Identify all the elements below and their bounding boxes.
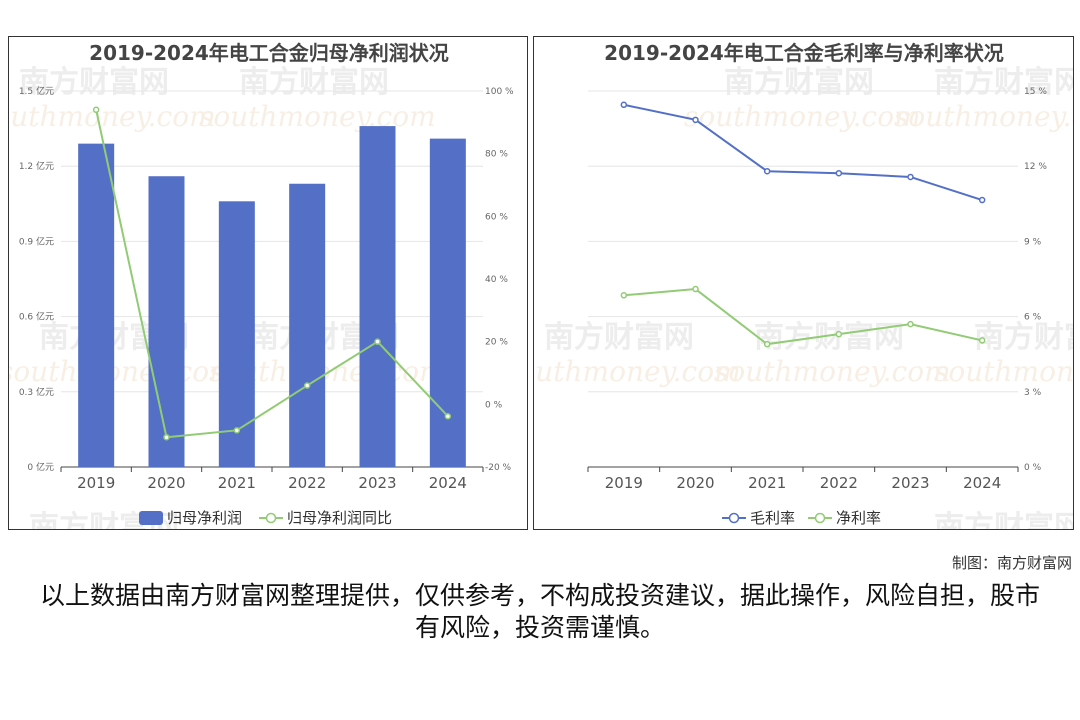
x-tick-label: 2024 [963,474,1001,492]
y-right-tick-label: 15 % [1024,87,1047,97]
chart-credit: 制图：南方财富网 [951,554,1072,572]
line-net-margin-point [763,340,771,348]
watermark-text: 南方财富网 [544,320,694,355]
watermark-text: southmoney.com [199,100,436,133]
y-right-tick-label: 3 % [1024,388,1042,398]
chart-title: 2019-2024年电工合金归母净利润状况 [89,41,449,65]
bar-net-profit [78,143,115,467]
line-net-margin-point [835,330,843,338]
line-gross-margin [623,103,983,201]
x-tick-label: 2021 [218,474,256,492]
point-yoy-growth [374,338,381,345]
watermark-text: southmoney.com [9,100,216,133]
line-net-margin-point [907,320,914,328]
point-yoy-growth [233,427,241,434]
left-chart-panel: 南方财富网southmoney.com南方财富网southmoney.com南方… [8,36,528,530]
legend-swatch-marker [265,512,277,524]
y-right-tick-label: 0 % [1024,463,1042,473]
watermark-text: southmoney.com [714,355,951,388]
right-chart-svg: 南方财富网southmoney.com南方财富网southmoney.com南方… [534,41,1074,530]
y-left-tick-label: 0.9 亿元 [19,235,54,247]
watermark-text: 南方财富网 [754,320,904,355]
y-right-tick-label: 40 % [485,275,508,285]
watermark-text: southmoney.com [894,100,1074,133]
x-tick-label: 2022 [820,474,858,492]
bar-net-profit [359,126,396,468]
x-tick-label: 2020 [676,474,714,492]
bar-net-profit [148,176,185,467]
disclaimer-text: 以上数据由南方财富网整理提供，仅供参考，不构成投资建议，据此操作，风险自担，股市… [40,581,1041,642]
x-tick-label: 2020 [147,474,185,492]
line-gross-margin-point [763,167,771,175]
watermark-text: 南方财富网 [934,510,1074,530]
watermark-text: 南方财富网 [724,65,874,100]
x-tick-label: 2019 [77,474,115,492]
line-net-margin-point [978,337,986,344]
line-net-margin [623,287,983,346]
point-yoy-growth [163,433,170,441]
watermark-text: 南方财富网 [934,65,1074,100]
left-chart-svg: 南方财富网southmoney.com南方财富网southmoney.com南方… [9,41,514,529]
point-yoy-growth [92,106,100,114]
x-tick-label: 2024 [429,474,467,492]
legend-label: 净利率 [836,509,881,527]
y-right-tick-label: 6 % [1024,313,1042,323]
y-right-tick-label: 0 % [485,400,503,410]
y-left-tick-label: 0.6 亿元 [19,311,54,323]
y-right-tick-label: 12 % [1024,162,1047,172]
legend-label-line: 归母净利润同比 [287,509,392,527]
legend-swatch-bar [139,511,163,525]
line-gross-margin-point [692,116,699,124]
line-net-margin-point [692,285,699,293]
watermark-text: southmoney.com [9,355,236,388]
x-tick-label: 2023 [358,474,396,492]
watermark-text: 南方财富网 [19,65,169,100]
y-right-tick-label: 20 % [485,338,508,348]
watermark-text: southmoney.com [534,355,741,388]
legend-label: 毛利率 [750,509,795,527]
y-right-tick-label: 9 % [1024,237,1042,247]
y-left-tick-label: 1.2 亿元 [19,160,54,172]
watermark-text: southmoney.com [684,100,921,133]
line-yoy-growth [95,109,449,439]
bar-net-profit [429,138,466,468]
bar-net-profit [289,183,326,467]
y-right-tick-label: -20 % [485,463,512,473]
line-gross-margin-point [978,196,986,204]
legend-swatch-marker [814,512,826,524]
y-left-tick-label: 1.5 亿元 [19,85,54,97]
y-right-tick-label: 60 % [485,212,508,222]
x-tick-label: 2022 [288,474,326,492]
x-tick-label: 2023 [891,474,929,492]
point-yoy-growth [444,412,452,420]
watermark-group: 南方财富网southmoney.com南方财富网southmoney.com南方… [534,65,1074,530]
chart-title: 2019-2024年电工合金毛利率与净利率状况 [604,41,1004,65]
line-gross-margin-point [835,169,843,177]
line-net-margin-point [620,292,628,299]
x-tick-label: 2019 [605,474,643,492]
legend-label-bar: 归母净利润 [167,509,242,527]
line-gross-margin-point [907,173,914,181]
y-right-tick-label: 100 % [485,87,514,97]
watermark-text: southmoney.com [934,355,1074,388]
line-gross-margin-point [620,101,628,109]
watermark-text: 南方财富网 [239,65,389,100]
right-chart-panel: 南方财富网southmoney.com南方财富网southmoney.com南方… [533,36,1074,530]
y-left-tick-label: 0.3 亿元 [19,386,54,398]
x-tick-label: 2021 [748,474,786,492]
point-yoy-growth [303,382,311,389]
y-left-tick-label: 0 亿元 [27,461,54,473]
y-right-tick-label: 80 % [485,150,508,160]
watermark-text: 南方财富网 [974,320,1074,355]
legend-swatch-marker [728,512,740,524]
